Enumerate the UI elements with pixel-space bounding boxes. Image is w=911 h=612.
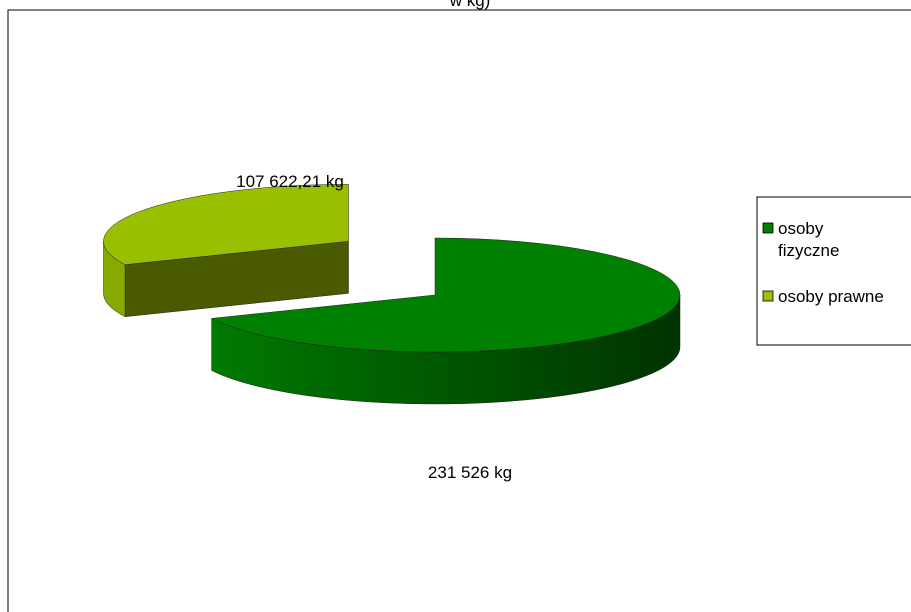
- slice: [210, 237, 681, 405]
- data-label: 107 622,21 kg: [236, 172, 344, 191]
- legend-label: osoby prawne: [778, 287, 884, 306]
- slice-top: [210, 237, 681, 353]
- data-label: 231 526 kg: [428, 463, 512, 482]
- legend-label-line: osoby: [778, 219, 824, 238]
- slice-top: [103, 184, 349, 265]
- legend-box: [756, 196, 911, 346]
- legend-swatch: [762, 222, 774, 234]
- chart-frame: [7, 9, 911, 612]
- legend-label: osoby fizyczne: [778, 219, 839, 260]
- legend-swatch: [762, 290, 774, 302]
- legend-label-line: fizyczne: [778, 241, 839, 260]
- slice: [103, 184, 349, 318]
- chart-title: w kg): [449, 0, 491, 10]
